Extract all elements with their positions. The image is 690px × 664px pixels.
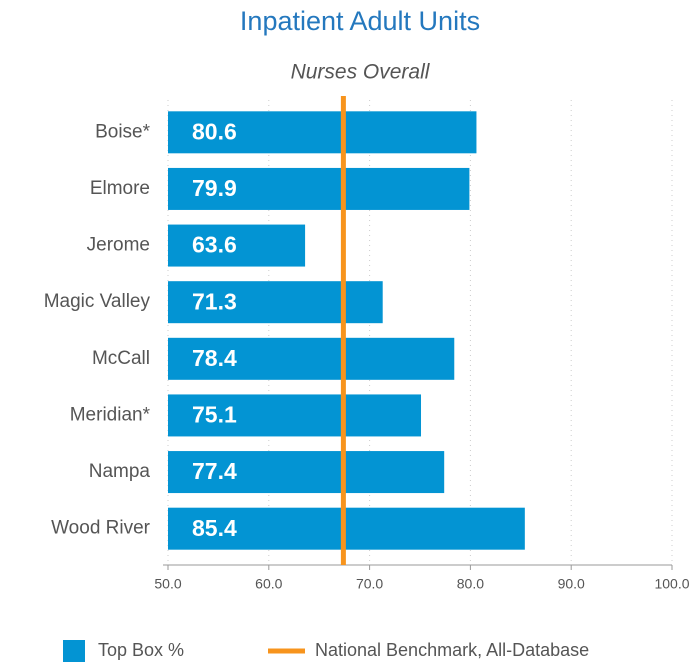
data-label: 80.6 <box>192 118 237 144</box>
y-tick-label: Elmore <box>90 178 150 199</box>
x-tick-label: 100.0 <box>654 576 689 592</box>
data-label: 85.4 <box>192 515 237 541</box>
x-tick-label: 90.0 <box>558 576 585 592</box>
chart-subtitle: Nurses Overall <box>291 61 431 84</box>
y-tick-label: Meridian* <box>70 404 151 425</box>
bar <box>168 451 445 494</box>
bar <box>168 281 383 324</box>
x-tick-label: 80.0 <box>457 576 484 592</box>
x-tick-label: 60.0 <box>255 576 282 592</box>
data-label: 77.4 <box>192 458 237 484</box>
legend-swatch <box>63 640 85 662</box>
data-label: 75.1 <box>192 402 237 428</box>
bar <box>168 337 455 380</box>
x-tick-label: 50.0 <box>154 576 181 592</box>
y-tick-label: Jerome <box>87 235 150 256</box>
chart-title: Inpatient Adult Units <box>240 6 480 36</box>
bar <box>168 507 525 550</box>
legend-label: National Benchmark, All-Database <box>315 640 589 660</box>
y-tick-label: Wood River <box>51 518 151 539</box>
y-tick-label: Nampa <box>89 461 151 482</box>
bar <box>168 167 470 210</box>
bar <box>168 224 306 267</box>
bar <box>168 111 477 154</box>
data-label: 71.3 <box>192 288 237 314</box>
data-label: 78.4 <box>192 345 237 371</box>
legend-label: Top Box % <box>98 640 184 660</box>
y-tick-label: Boise* <box>95 121 151 142</box>
y-tick-label: McCall <box>92 348 150 369</box>
bar <box>168 394 422 437</box>
y-tick-label: Magic Valley <box>44 291 151 312</box>
data-label: 79.9 <box>192 175 237 201</box>
data-label: 63.6 <box>192 232 237 258</box>
x-tick-label: 70.0 <box>356 576 383 592</box>
